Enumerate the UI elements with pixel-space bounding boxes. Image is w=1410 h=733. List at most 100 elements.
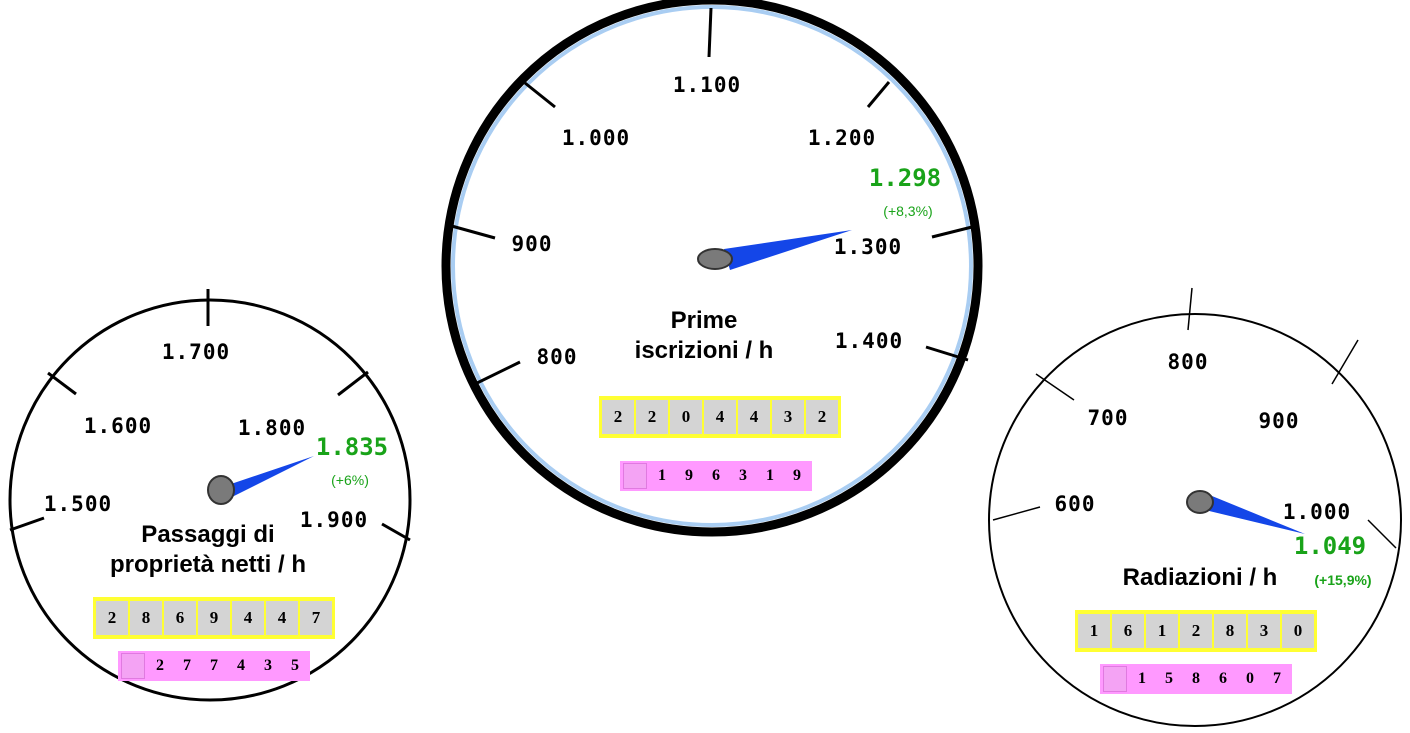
tick-label: 1.900 [299,508,369,532]
tick-label: 700 [1087,406,1129,430]
counter-digit: 2 [1180,614,1212,648]
title-line: Prime [670,307,738,334]
tick-mark [866,81,891,108]
sub-counter-digit: 8 [1192,670,1200,687]
gauge-passaggi-needle [228,456,314,497]
counter-digit: 3 [772,400,804,434]
tick-label: 1.500 [43,492,113,516]
tick-label: 800 [1167,350,1209,374]
gauge-radiazioni-needle [1205,496,1305,534]
tick-mark [707,7,713,58]
counter-digit: 0 [670,400,702,434]
gauge-prime-iscrizioni-inner-ring [451,5,973,527]
counter-digit: 7 [300,601,332,635]
sub-counter-digit: 5 [1165,670,1173,687]
tick-mark [524,81,556,109]
tick-mark [447,223,496,240]
sub-counter-digit: 7 [210,657,218,674]
sub-counter-digit: 7 [183,657,191,674]
tick-mark [1187,287,1193,331]
tick-label: 900 [1258,409,1300,433]
gauge-prime-iscrizioni-change: (+8,3%) [883,203,933,219]
title-line: Passaggi di [141,521,275,548]
tick-mark [1367,519,1397,549]
title-line: Radiazioni / h [1122,564,1278,591]
counter-digit: 8 [130,601,162,635]
tick-mark [47,371,77,396]
gauge-radiazioni-reading: 1.049 [1293,532,1367,560]
tick-mark [992,506,1041,521]
counter-digit: 8 [1214,614,1246,648]
sub-counter-digit: 3 [264,657,272,674]
gauge-passaggi-counter: 2 8 6 9 4 4 7 [93,597,335,639]
tick-mark [925,345,969,362]
gauge-radiazioni-sub-counter: 1 5 8 6 0 7 [1100,664,1292,694]
gauge-prime-iscrizioni-reading: 1.298 [868,164,942,192]
title-line: proprietà netti / h [109,551,307,578]
sub-counter-digit: 7 [1273,670,1281,687]
sub-counter-digit: 1 [658,467,666,484]
gauge-prime-iscrizioni-counter: 2 2 0 4 4 3 2 [599,396,841,438]
counter-digit: 0 [1282,614,1314,648]
tick-label: 1.700 [161,340,231,364]
gauge-radiazioni-change: (+15,9%) [1314,572,1372,588]
sub-counter-lead [1103,666,1127,692]
tick-label: 1.600 [83,414,153,438]
sub-counter-digit: 9 [793,467,801,484]
counter-digit: 4 [266,601,298,635]
tick-mark [9,516,45,532]
sub-counter-digit: 3 [739,467,747,484]
sub-counter-digit: 2 [156,657,164,674]
gauge-prime-iscrizioni-sub-counter: 1 9 6 3 1 9 [620,461,812,491]
tick-label: 1.200 [807,126,877,150]
sub-counter-digit: 6 [712,467,720,484]
gauge-passaggi-change: (+6%) [331,472,369,488]
tick-label: 900 [511,232,553,256]
counter-digit: 6 [164,601,196,635]
tick-mark [1331,339,1359,385]
counter-digit: 3 [1248,614,1280,648]
title-line: iscrizioni / h [634,337,774,364]
tick-label: 1.100 [672,73,742,97]
tick-mark [1035,373,1075,401]
sub-counter-digit: 4 [237,657,245,674]
tick-label: 1.000 [1282,500,1352,524]
sub-counter-digit: 1 [1138,670,1146,687]
gauge-radiazioni-title: Radiazioni / h [1123,563,1278,593]
counter-digit: 1 [1146,614,1178,648]
sub-counter-digit: 0 [1246,670,1254,687]
sub-counter-lead [623,463,647,489]
sub-counter-digit: 6 [1219,670,1227,687]
counter-digit: 1 [1078,614,1110,648]
tick-mark [474,360,521,386]
tick-mark [381,522,411,542]
gauge-radiazioni-hub [1186,490,1214,514]
counter-digit: 2 [602,400,634,434]
counter-digit: 9 [198,601,230,635]
sub-counter-digit: 1 [766,467,774,484]
tick-label: 1.300 [833,235,903,259]
gauge-passaggi-reading: 1.835 [315,433,389,461]
counter-digit: 4 [704,400,736,434]
gauge-prime-iscrizioni-needle [724,230,852,270]
tick-mark [931,224,977,239]
gauge-passaggi-sub-counter: 2 7 7 4 3 5 [118,651,310,681]
sub-counter-digit: 5 [291,657,299,674]
sub-counter-lead [121,653,145,679]
sub-counter-digit: 9 [685,467,693,484]
gauge-radiazioni-counter: 1 6 1 2 8 3 0 [1075,610,1317,652]
counter-digit: 2 [636,400,668,434]
counter-digit: 2 [806,400,838,434]
counter-digit: 4 [232,601,264,635]
gauge-passaggi-title: Passaggi di proprietà netti / h [110,520,306,580]
tick-label: 600 [1054,492,1096,516]
tick-mark [337,370,369,397]
tick-label: 1.800 [237,416,307,440]
gauge-prime-iscrizioni-hub [697,248,733,270]
counter-digit: 6 [1112,614,1144,648]
tick-label: 800 [536,345,578,369]
counter-digit: 4 [738,400,770,434]
